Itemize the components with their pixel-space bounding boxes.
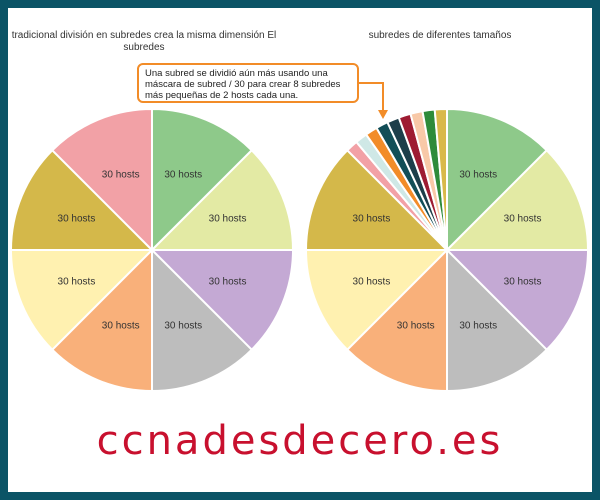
slice-label: 30 hosts [58,214,96,225]
right-chart-title: subredes de diferentes tamaños [368,30,512,41]
right-pie-chart: 30 hosts 30 hosts 30 hosts 30 hosts 30 hosts… [304,107,590,393]
left-chart-title: tradicional división en subredes crea la… [11,30,277,53]
left-pie-chart: 30 hosts 30 hosts 30 hosts 30 hosts 30 hosts… [9,107,295,393]
slice-label: 30 hosts [209,214,247,225]
pie-slice [50,107,153,253]
pie-slice [149,148,295,251]
slice-label: 30 hosts [353,276,391,287]
site-logo: ccnadesdecero.es [96,418,504,464]
pie-slice [149,249,295,352]
small-subnet-slice [433,107,448,251]
slice-label: 30 hosts [164,169,202,180]
slice-label: 30 hosts [102,169,140,180]
slice-label: 30 hosts [459,321,497,332]
pie-slice [446,107,549,253]
callout-box: Una subred se dividió aún más usando una… [137,63,359,103]
pie-slice [444,249,590,352]
callout-arrow-line [359,82,384,112]
slice-label: 30 hosts [459,169,497,180]
slice-label: 30 hosts [397,321,435,332]
pie-slice [9,148,155,251]
pie-slice [345,247,448,393]
slice-label: 30 hosts [504,214,542,225]
slice-label: 30 hosts [209,276,247,287]
pie-slice [446,247,549,393]
slice-label: 30 hosts [164,321,202,332]
pie-slice [50,247,153,393]
pie-slice [9,249,155,352]
callout-arrow-head [378,110,388,119]
pie-slice [151,107,254,253]
slice-label: 30 hosts [353,214,391,225]
pie-slice [304,249,450,352]
slice-label: 30 hosts [504,276,542,287]
pie-slice [304,148,450,251]
callout-arrow [359,82,388,119]
slice-label: 30 hosts [102,321,140,332]
slice-label: 30 hosts [58,276,96,287]
pie-slice [444,148,590,251]
pie-slice [151,247,254,393]
